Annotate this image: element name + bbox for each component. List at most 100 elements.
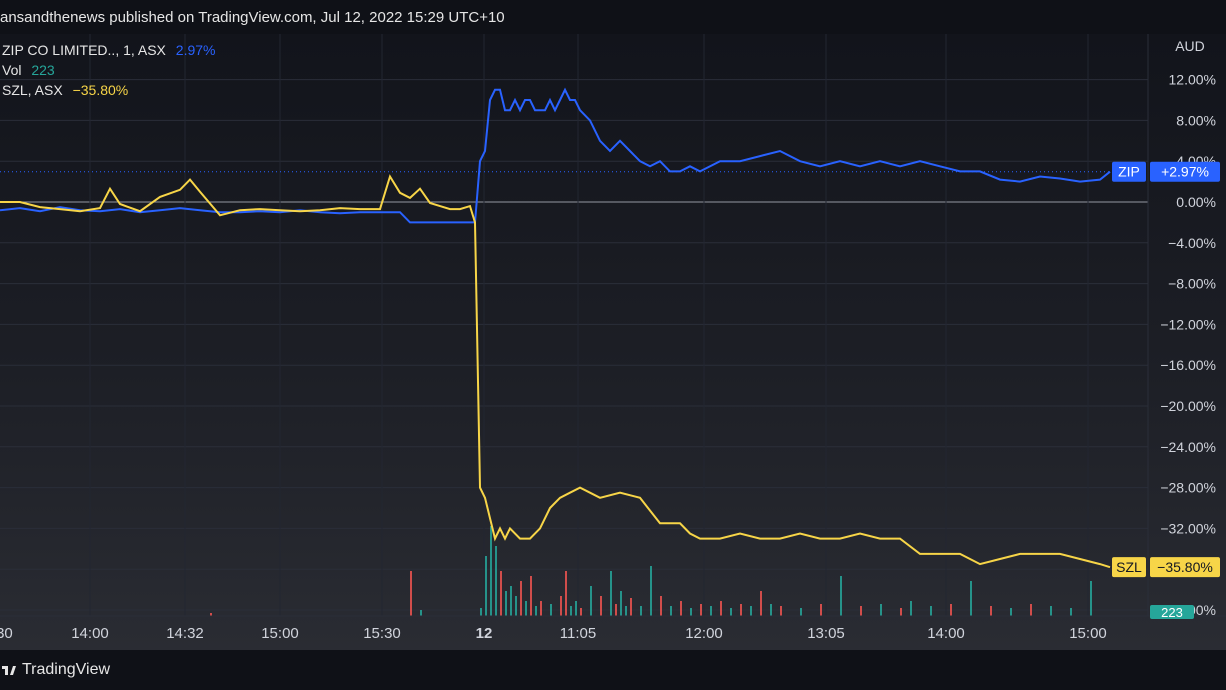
volume-bar: [495, 546, 497, 616]
volume-bar: [970, 581, 972, 616]
x-tick-label: 13:05: [807, 625, 845, 642]
volume-bar: [485, 556, 487, 616]
volume-bar: [610, 571, 612, 616]
series-price-label: +2.97%: [1161, 164, 1209, 180]
volume-bar: [860, 606, 862, 616]
y-tick-label: −12.00%: [1160, 316, 1216, 332]
volume-bar: [700, 604, 702, 616]
volume-bar: [540, 601, 542, 616]
volume-bar: [600, 596, 602, 616]
grid: [0, 34, 1148, 616]
volume-last-label: 223: [1161, 605, 1183, 620]
volume-bar: [710, 606, 712, 616]
chart-svg[interactable]: 12.00%8.00%4.00%0.00%−4.00%−8.00%−12.00%…: [0, 34, 1226, 650]
footer: TradingView: [0, 650, 1226, 690]
x-tick-label: 14:00: [71, 625, 109, 642]
volume-bar: [770, 604, 772, 616]
volume-bar: [530, 576, 532, 616]
volume-bar: [520, 581, 522, 616]
volume-bar: [780, 606, 782, 616]
series-tag-zip: [1112, 161, 1146, 182]
volume-bar: [1070, 608, 1072, 616]
volume-bar: [1010, 608, 1012, 616]
volume-bar: [1050, 606, 1052, 616]
volume-bar: [650, 566, 652, 616]
series-price-tag-szl: [1150, 557, 1220, 578]
volume-bar: [490, 526, 492, 616]
volume-bar: [410, 571, 412, 616]
volume-bar: [720, 601, 722, 616]
publish-header: ansandthenews published on TradingView.c…: [0, 0, 1226, 34]
series-tag-label: ZIP: [1118, 164, 1140, 180]
volume-bar: [590, 586, 592, 616]
y-tick-label: 8.00%: [1176, 112, 1216, 128]
volume-bar: [480, 608, 482, 616]
volume-bar: [515, 596, 517, 616]
legend-zip-value: 2.97%: [175, 42, 216, 58]
volume-bar: [950, 604, 952, 616]
volume-bars: [210, 526, 1092, 616]
volume-bar: [575, 601, 577, 616]
legend-vol[interactable]: Vol 223: [2, 62, 55, 78]
volume-bar: [900, 608, 902, 616]
volume-bar: [565, 571, 567, 616]
volume-bar: [660, 596, 662, 616]
volume-bar: [640, 606, 642, 616]
volume-bar: [615, 604, 617, 616]
volume-bar: [750, 606, 752, 616]
y-tick-label: −20.00%: [1160, 398, 1216, 414]
y-axis: 12.00%8.00%4.00%0.00%−4.00%−8.00%−12.00%…: [1147, 34, 1216, 618]
x-tick-label: 14:00: [927, 625, 965, 642]
x-tick-label: 12:00: [685, 625, 723, 642]
volume-bar: [840, 576, 842, 616]
volume-bar: [630, 598, 632, 616]
y-tick-label: −8.00%: [1168, 276, 1216, 292]
y-tick-label: −28.00%: [1160, 480, 1216, 496]
legend-vol-value: 223: [31, 62, 55, 78]
volume-bar: [690, 608, 692, 616]
tradingview-brand[interactable]: TradingView: [2, 661, 110, 679]
volume-bar: [500, 571, 502, 616]
legend-szl[interactable]: SZL, ASX −35.80%: [2, 82, 128, 98]
series-price-tag-zip: [1150, 161, 1220, 182]
y-tick-label: 0.00%: [1176, 194, 1216, 210]
x-tick-label: 12: [476, 625, 493, 642]
volume-bar: [740, 604, 742, 616]
y-tick-label: −24.00%: [1160, 439, 1216, 455]
y-tick-label: −16.00%: [1160, 357, 1216, 373]
volume-bar: [760, 591, 762, 616]
legend-vol-name: Vol: [2, 62, 22, 78]
x-tick-label: 15:00: [1069, 625, 1107, 642]
series-tag-szl: [1112, 557, 1146, 578]
legend-zip[interactable]: ZIP CO LIMITED.., 1, ASX 2.97%: [2, 42, 216, 58]
legend-zip-name: ZIP CO LIMITED.., 1, ASX: [2, 42, 166, 58]
y-tick-label: 12.00%: [1169, 72, 1216, 88]
volume-bar: [1090, 581, 1092, 616]
volume-bar: [930, 606, 932, 616]
volume-bar: [910, 601, 912, 616]
volume-bar: [505, 591, 507, 616]
volume-bar: [560, 596, 562, 616]
x-tick-label: 13:30: [0, 625, 13, 642]
y-tick-label: −4.00%: [1168, 235, 1216, 251]
series-lines: [0, 87, 1148, 569]
volume-bar: [625, 606, 627, 616]
volume-bar: [550, 604, 552, 616]
x-axis: 13:30 14:00 14:32 15:00 15:30 12 11:05 12:00 13:…: [0, 615, 1226, 642]
y-axis-unit: AUD: [1175, 38, 1205, 54]
x-tick-label: 15:00: [261, 625, 299, 642]
volume-bar: [1030, 604, 1032, 616]
volume-bar: [525, 601, 527, 616]
tradingview-logo-icon: [2, 666, 16, 675]
volume-bar: [670, 606, 672, 616]
volume-bar: [880, 604, 882, 616]
publish-header-text: ansandthenews published on TradingView.c…: [0, 9, 505, 26]
price-labels: ZIP +2.97% SZL −35.80% 223: [1112, 161, 1220, 620]
volume-bar: [730, 608, 732, 616]
volume-bar: [820, 604, 822, 616]
x-tick-label: 15:30: [363, 625, 401, 642]
volume-bar: [990, 606, 992, 616]
series-line-szl: [0, 174, 1111, 569]
chart-plot-area[interactable]: 12.00% 8.00% 4.00% 0.00% −4.00% −8.00% −12.00%…: [0, 34, 1226, 650]
x-tick-label: 11:05: [560, 625, 596, 642]
